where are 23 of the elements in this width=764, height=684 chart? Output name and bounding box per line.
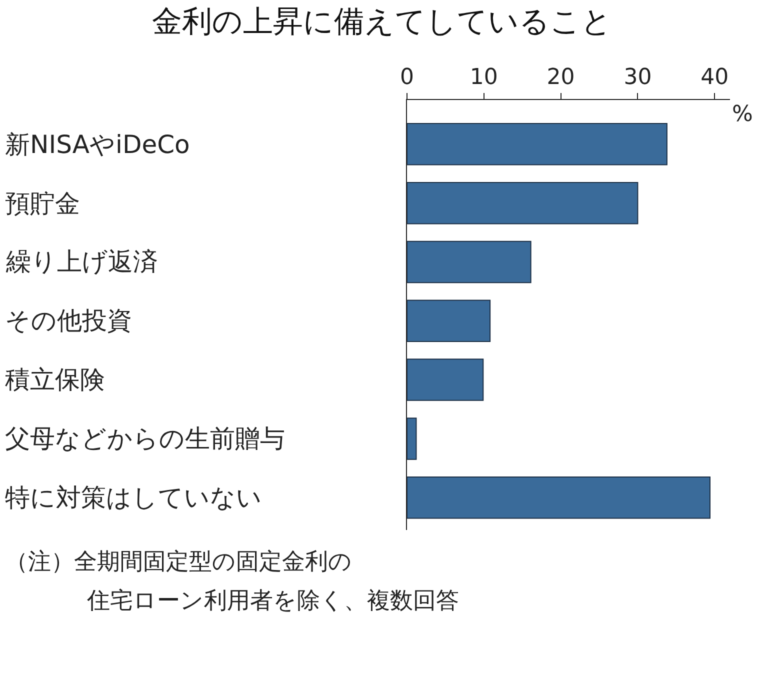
x-tick-label: 20 (546, 65, 575, 90)
bar (407, 240, 532, 284)
text: （注）全期間固定型の固定金利の (5, 549, 352, 575)
x-axis-title: % (732, 102, 753, 127)
text: 住宅ローン利用者を除く、複数回答 (86, 588, 459, 614)
bar (407, 300, 491, 342)
x-tick-label: 30 (624, 65, 652, 90)
y-tick-label: 預貯金 (5, 189, 80, 218)
y-tick-label: 積立保険 (5, 365, 105, 394)
bar (407, 418, 417, 460)
y-tick-label: 父母などからの生前贈与 (5, 424, 285, 453)
x-tick-label: 40 (700, 65, 729, 90)
x-tick-label: 10 (470, 65, 498, 90)
bar (407, 123, 668, 166)
y-tick-label: その他投資 (5, 306, 132, 335)
bar (407, 358, 484, 401)
x-tick-label: 0 (400, 65, 414, 90)
chart-title: 金利の上昇に備えてしていること (152, 4, 612, 40)
bar (407, 182, 638, 224)
bar (407, 476, 710, 519)
y-tick-label: 新NISAやiDeCo (5, 130, 190, 159)
y-tick-label: 特に対策はしていない (5, 483, 262, 512)
y-tick-label: 繰り上げ返済 (5, 247, 158, 276)
